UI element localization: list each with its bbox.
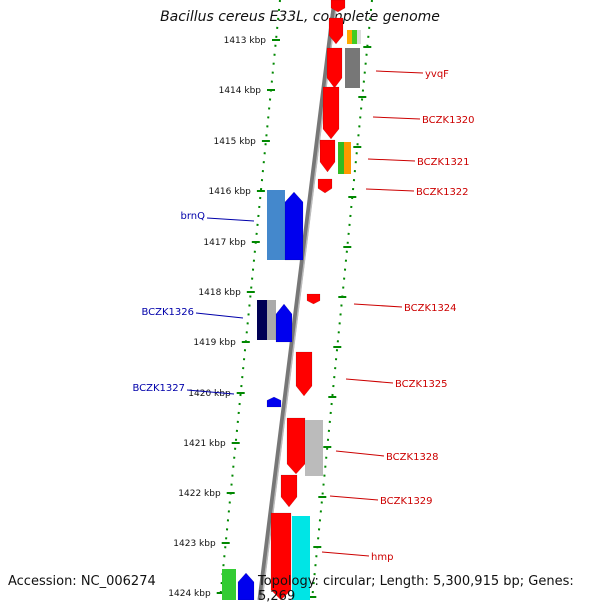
orf-block — [352, 30, 357, 44]
leader-line — [335, 450, 385, 457]
kbp-label: 1415 kbp — [213, 137, 256, 147]
orf-block — [345, 48, 360, 88]
kbp-labels: 1413 kbp 1414 kbp 1415 kbp 1416 kbp 1417 kbp… — [168, 36, 266, 599]
genome-backbone — [257, 0, 338, 600]
gene-label-forward[interactable]: BCZK1322 — [416, 187, 469, 198]
forward-gene-arrow — [270, 512, 292, 600]
leader-line — [367, 158, 416, 162]
gene-label-reverse[interactable]: brnQ — [181, 211, 206, 222]
gene-label-forward[interactable]: yvqF — [425, 69, 449, 80]
leader-line — [206, 217, 255, 222]
kbp-label: 1416 kbp — [208, 187, 251, 197]
right-tick-track — [311, 0, 373, 600]
kbp-label: 1421 kbp — [183, 439, 226, 449]
kbp-label: 1414 kbp — [219, 86, 262, 96]
orf-block — [267, 190, 285, 260]
forward-gene-arrow — [319, 139, 336, 173]
orf-block — [344, 142, 351, 174]
gene-label-forward[interactable]: BCZK1324 — [404, 303, 457, 314]
gene-label-forward[interactable]: BCZK1328 — [386, 452, 439, 463]
kbp-label: 1418 kbp — [198, 288, 241, 298]
orf-block — [305, 420, 323, 476]
gene-label-forward[interactable]: BCZK1329 — [380, 496, 433, 507]
leader-line — [195, 312, 244, 319]
leader-line — [345, 378, 394, 384]
orf-block — [267, 300, 276, 340]
gene-label-forward[interactable]: hmp — [371, 552, 393, 563]
forward-gene-arrow — [322, 86, 340, 140]
orf-block — [357, 30, 361, 44]
kbp-label: 1423 kbp — [173, 539, 216, 549]
orf-block — [347, 30, 352, 44]
left-tick-track — [219, 0, 281, 600]
kbp-label: 1422 kbp — [178, 489, 221, 499]
leader-line — [321, 551, 370, 557]
kbp-ticks — [216, 39, 372, 598]
gene-features — [222, 0, 361, 600]
forward-gene-arrow — [286, 417, 306, 475]
gene-label-reverse[interactable]: BCZK1326 — [141, 307, 194, 318]
leader-line — [372, 116, 421, 120]
forward-gene-arrow — [330, 0, 346, 13]
gene-labels: yvqF BCZK1320 BCZK1321 BCZK1322 BCZK1324 BCZK… — [132, 69, 474, 563]
orf-block — [292, 516, 310, 600]
leader-line — [375, 70, 424, 74]
reverse-gene-arrow — [266, 396, 282, 408]
genome-title: Bacillus cereus E33L, complete genome — [160, 9, 440, 25]
leader-line — [329, 495, 379, 501]
label-leaders — [186, 70, 424, 557]
leader-line — [186, 389, 235, 395]
orf-block — [222, 569, 236, 600]
forward-gene-arrow — [326, 47, 343, 89]
kbp-label: 1419 kbp — [193, 338, 236, 348]
kbp-label: 1424 kbp — [168, 589, 211, 599]
leader-line — [353, 303, 403, 308]
gene-label-forward[interactable]: BCZK1320 — [422, 115, 475, 126]
gene-label-reverse[interactable]: BCZK1327 — [132, 383, 185, 394]
leader-line — [365, 188, 415, 192]
orf-block — [257, 300, 267, 340]
accession-text: Accession: NC_006274 — [8, 574, 156, 589]
kbp-label: 1420 kbp — [188, 389, 231, 399]
gene-label-forward[interactable]: BCZK1321 — [417, 157, 470, 168]
forward-gene-arrow — [280, 474, 298, 508]
gene-label-forward[interactable]: BCZK1325 — [395, 379, 448, 390]
forward-gene-arrow — [295, 351, 313, 397]
forward-gene-arrow — [306, 293, 321, 305]
kbp-label: 1413 kbp — [224, 36, 267, 46]
orf-block — [338, 142, 344, 174]
reverse-gene-arrow — [237, 572, 255, 600]
reverse-gene-arrow — [284, 191, 304, 261]
kbp-label: 1417 kbp — [203, 238, 246, 248]
forward-gene-arrow — [328, 17, 344, 45]
reverse-gene-arrow — [275, 303, 293, 343]
forward-gene-arrow — [317, 178, 333, 194]
